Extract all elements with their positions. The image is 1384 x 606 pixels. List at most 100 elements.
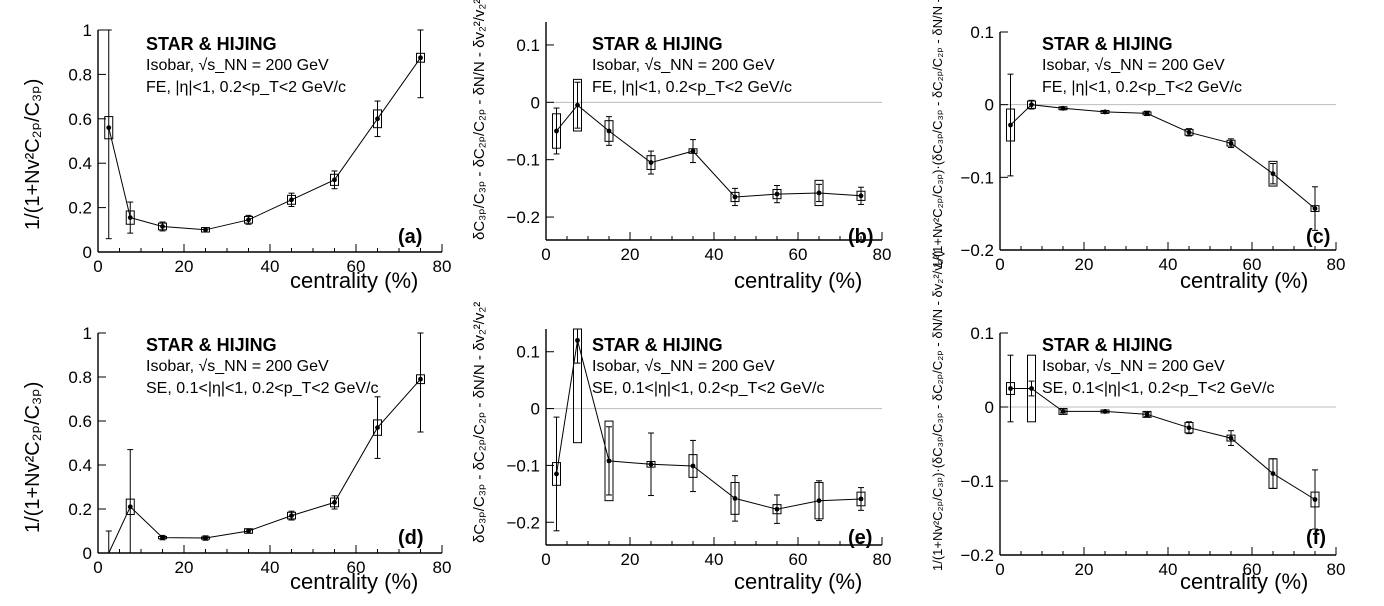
- x-tick-label: 60: [347, 257, 366, 276]
- data-point: [289, 197, 294, 203]
- x-tick-label: 80: [873, 245, 892, 264]
- x-tick-label: 0: [995, 255, 1004, 274]
- y-tick-label: −0.2: [960, 546, 994, 565]
- y-tick-label: 0.1: [516, 343, 540, 362]
- legend-line2-d: Isobar, √s_NN = 200 GeV: [146, 358, 329, 375]
- data-point: [690, 463, 696, 469]
- panel-f: 0 20 40 60 80 −0.2 −0.1 0 0.1 1/(1+Nv²C₂ₚ/C₃ₚ)·(…: [924, 251, 1384, 606]
- y-tick-label: −0.1: [960, 168, 994, 187]
- x-tick-label: 40: [261, 257, 280, 276]
- sys-error-box: [772, 189, 782, 200]
- data-point: [606, 458, 612, 464]
- x-tick-label: 80: [1327, 255, 1346, 274]
- data-point: [246, 528, 251, 534]
- y-axis-label-c: 1/(1+Nv²C₂ₚ/C₃ₚ)·(δC₃ₚ/C₃ₚ - δC₂ₚ/C₂ₚ - …: [930, 0, 945, 268]
- data-point: [375, 425, 380, 430]
- sys-error-box: [604, 120, 614, 142]
- x-tick-label: 40: [1159, 255, 1178, 274]
- sys-error-box: [1058, 407, 1068, 415]
- legend-title-c: STAR & HIJING: [1042, 34, 1173, 54]
- data-point: [1144, 110, 1150, 116]
- x-tick-label: 0: [93, 558, 102, 577]
- sys-error-box: [1268, 160, 1278, 187]
- legend-line2-e: Isobar, √s_NN = 200 GeV: [592, 358, 775, 375]
- legend-line3-c: FE, |η|<1, 0.2<p_T<2 GeV/c: [1042, 79, 1242, 96]
- data-point: [1102, 109, 1108, 115]
- sys-error-box: [1226, 139, 1236, 147]
- data-point: [203, 227, 208, 233]
- y-tick-label: 0: [83, 544, 92, 563]
- x-tick-label: 20: [1075, 255, 1094, 274]
- y-tick-label: 0: [985, 96, 994, 115]
- sys-error-box: [1027, 354, 1036, 423]
- panel-c: 0 20 40 60 80 −0.2 −0.1 0 0.1 1/(1+Nv²C₂ₚ/C₃ₚ)·(…: [924, 0, 1384, 303]
- sys-error-box: [373, 419, 382, 436]
- sys-error-box: [1006, 382, 1015, 395]
- data-point: [1228, 140, 1234, 146]
- sys-error-box: [330, 497, 339, 508]
- series-line: [1010, 104, 1316, 209]
- x-tick-label: 0: [541, 550, 550, 569]
- sys-error-box: [604, 420, 614, 502]
- legend-line3-f: SE, 0.1<|η|<1, 0.2<p_T<2 GeV/c: [1042, 380, 1275, 397]
- legend-title-e: STAR & HIJING: [592, 335, 723, 355]
- sys-error-box: [772, 504, 782, 515]
- data-point: [774, 506, 780, 512]
- data-point: [575, 337, 580, 343]
- legend-line3-b: FE, |η|<1, 0.2<p_T<2 GeV/c: [592, 79, 792, 96]
- legend-title-d: STAR & HIJING: [146, 335, 277, 355]
- legend-line2-c: Isobar, √s_NN = 200 GeV: [1042, 57, 1225, 74]
- x-tick-label: 20: [175, 558, 194, 577]
- sys-error-box: [1006, 108, 1015, 142]
- y-tick-label: −0.1: [506, 456, 540, 475]
- data-point: [858, 193, 864, 199]
- legend-line2-a: Isobar, √s_NN = 200 GeV: [146, 57, 329, 74]
- plot-c: 0 20 40 60 80 −0.2 −0.1 0 0.1: [960, 23, 1346, 274]
- x-tick-label: 60: [347, 558, 366, 577]
- sys-error-box: [1184, 422, 1194, 434]
- x-tick-label: 0: [541, 245, 550, 264]
- sys-error-box: [1142, 410, 1152, 418]
- data-point: [1186, 425, 1192, 431]
- sys-error-box: [646, 460, 656, 468]
- sys-error-box: [646, 155, 656, 170]
- sys-error-box: [287, 194, 296, 205]
- panel-e: 0 20 40 60 80 −0.2 −0.1 0 0.1 δC₃ₚ/C₃ₚ - δC₂ₚ/C₂…: [462, 302, 922, 606]
- data-point: [732, 194, 738, 200]
- sys-error-box: [125, 498, 135, 516]
- x-tick-label: 80: [1327, 560, 1346, 579]
- x-tick-label: 40: [261, 558, 280, 577]
- y-tick-label: 0.4: [68, 456, 92, 475]
- plot-b: 0 20 40 60 80 −0.2 −0.1 0 0.1: [506, 22, 892, 264]
- data-point: [816, 498, 822, 504]
- legend-title-a: STAR & HIJING: [146, 34, 277, 54]
- panel-tag-f: (f): [1306, 527, 1326, 549]
- data-point: [127, 215, 133, 220]
- sys-error-box: [1226, 434, 1236, 442]
- sys-error-box: [814, 481, 824, 520]
- sys-error-box: [287, 511, 296, 520]
- data-point: [1102, 409, 1108, 414]
- y-tick-label: 0.1: [970, 23, 994, 42]
- data-point: [375, 116, 380, 122]
- x-axis-label-e: centrality (%): [734, 569, 863, 594]
- data-point: [648, 160, 654, 165]
- plot-f: 0 20 40 60 80 −0.2 −0.1 0 0.1: [960, 324, 1346, 579]
- data-point: [1312, 497, 1318, 502]
- series-line: [108, 378, 421, 554]
- panel-a: 0 20 40 60 80 0 0.2 0.4 0.6 0.8 1 1/(1+Nv²C₂ₚ/C₃ₚ)…: [0, 0, 460, 303]
- x-tick-label: 80: [873, 550, 892, 569]
- data-point: [246, 217, 251, 223]
- sys-error-box: [373, 109, 382, 129]
- panel-tag-c: (c): [1306, 226, 1331, 248]
- sys-error-box: [688, 454, 698, 478]
- data-point: [1060, 409, 1066, 414]
- y-axis-label-b: δC₃ₚ/C₃ₚ - δC₂ₚ/C₂ₚ - δN/N - δv₂²/v₂²: [471, 0, 488, 240]
- data-point: [289, 513, 294, 518]
- y-axis-label-d: 1/(1+Nv²C₂ₚ/C₃ₚ): [22, 381, 44, 533]
- x-axis-label-a: centrality (%): [290, 268, 419, 293]
- sys-error-box: [1310, 491, 1320, 508]
- data-point: [1270, 171, 1276, 177]
- data-point: [690, 148, 696, 154]
- sys-error-box: [573, 78, 582, 132]
